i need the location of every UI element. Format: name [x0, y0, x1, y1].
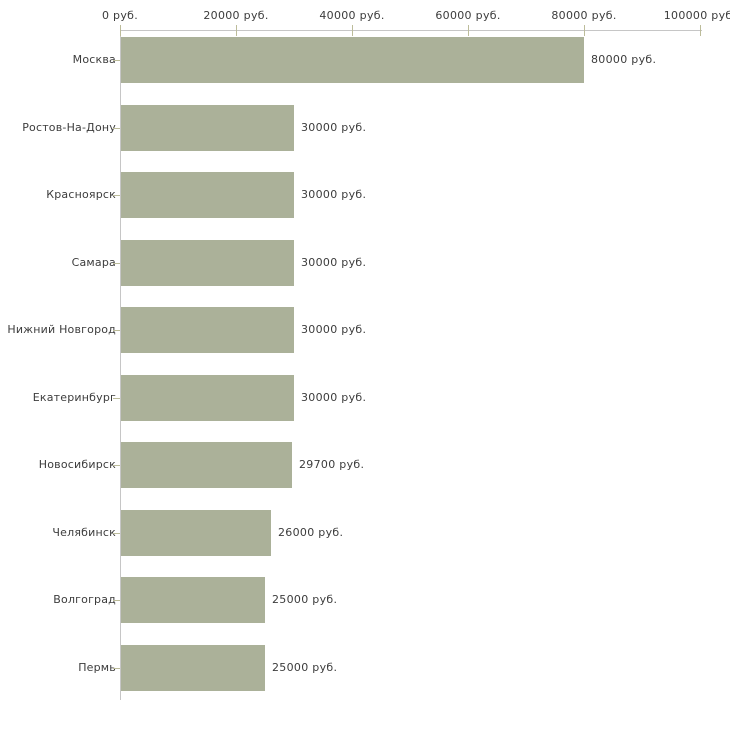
category-tick-mark: [113, 330, 120, 331]
bar: [121, 645, 265, 691]
x-axis-tick-mark: [584, 25, 585, 36]
category-label: Самара: [71, 256, 116, 269]
x-axis-tick-label: 20000 руб.: [203, 9, 269, 22]
category-label: Нижний Новгород: [7, 323, 116, 336]
x-axis-tick-label: 80000 руб.: [551, 9, 617, 22]
category-label: Ростов-На-Дону: [22, 121, 116, 134]
x-axis-line: [120, 30, 702, 31]
bar: [121, 442, 292, 488]
bar: [121, 510, 271, 556]
category-tick-mark: [113, 600, 120, 601]
category-label: Красноярск: [46, 188, 116, 201]
value-label: 80000 руб.: [591, 53, 657, 66]
x-axis-tick-mark: [468, 25, 469, 36]
category-label: Волгоград: [53, 593, 116, 606]
category-tick-mark: [113, 533, 120, 534]
category-tick-mark: [113, 263, 120, 264]
y-axis-line: [120, 30, 121, 700]
value-label: 30000 руб.: [301, 323, 367, 336]
x-axis-tick-mark: [700, 25, 701, 36]
bar: [121, 577, 265, 623]
category-label: Москва: [72, 53, 116, 66]
x-axis-tick-label: 60000 руб.: [435, 9, 501, 22]
bar: [121, 105, 294, 151]
x-axis-tick-label: 0 руб.: [101, 9, 139, 22]
value-label: 29700 руб.: [299, 458, 365, 471]
x-axis-tick-mark: [120, 25, 121, 36]
value-label: 25000 руб.: [272, 593, 338, 606]
value-label: 30000 руб.: [301, 256, 367, 269]
category-label: Екатеринбург: [32, 391, 116, 404]
category-tick-mark: [113, 195, 120, 196]
category-tick-mark: [113, 128, 120, 129]
value-label: 26000 руб.: [278, 526, 344, 539]
x-axis-tick-label: 100000 руб.: [663, 9, 730, 22]
bar: [121, 307, 294, 353]
value-label: 25000 руб.: [272, 661, 338, 674]
category-tick-mark: [113, 465, 120, 466]
category-label: Пермь: [78, 661, 116, 674]
value-label: 30000 руб.: [301, 121, 367, 134]
bar: [121, 240, 294, 286]
category-label: Челябинск: [52, 526, 116, 539]
bar: [121, 172, 294, 218]
value-label: 30000 руб.: [301, 188, 367, 201]
value-label: 30000 руб.: [301, 391, 367, 404]
bar: [121, 375, 294, 421]
category-tick-mark: [113, 398, 120, 399]
x-axis-tick-mark: [236, 25, 237, 36]
x-axis-tick-label: 40000 руб.: [319, 9, 385, 22]
bar: [121, 37, 584, 83]
category-tick-mark: [113, 668, 120, 669]
category-tick-mark: [113, 60, 120, 61]
category-label: Новосибирск: [38, 458, 116, 471]
x-axis-tick-mark: [352, 25, 353, 36]
